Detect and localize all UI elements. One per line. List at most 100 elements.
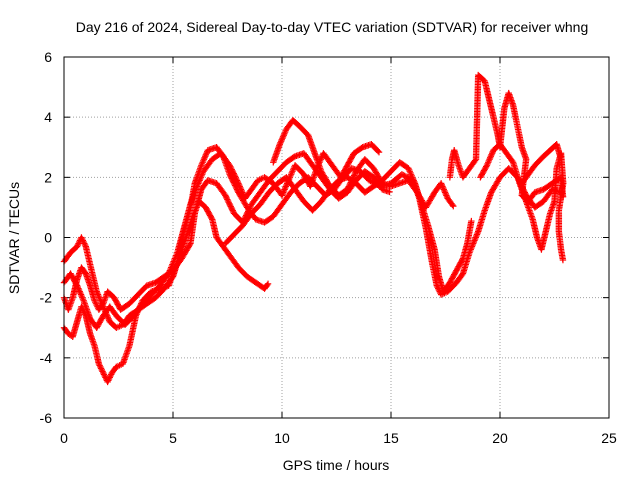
series-track-4 — [60, 141, 383, 331]
data-point-marker — [229, 167, 236, 175]
data-point-marker — [100, 371, 108, 378]
data-point-marker — [472, 234, 479, 241]
data-point-marker — [73, 281, 80, 288]
data-point-marker — [173, 250, 180, 258]
data-point-marker — [488, 150, 496, 157]
data-point-marker — [203, 150, 210, 157]
data-point-marker — [225, 199, 232, 206]
data-point-marker — [227, 173, 235, 181]
data-point-marker — [79, 237, 87, 244]
data-point-marker — [473, 231, 481, 238]
data-point-marker — [278, 192, 286, 199]
data-point-marker — [277, 138, 285, 145]
data-point-marker — [100, 369, 107, 377]
data-point-marker — [78, 292, 85, 300]
data-point-marker — [289, 166, 297, 174]
data-point-marker — [75, 286, 83, 294]
data-point-marker — [485, 159, 492, 166]
y-tick-label: 2 — [44, 169, 52, 185]
data-point-marker — [208, 214, 215, 222]
data-point-marker — [441, 187, 448, 195]
data-point-marker — [239, 190, 247, 198]
data-point-marker — [99, 368, 106, 375]
data-point-marker — [198, 172, 205, 180]
data-point-marker — [468, 243, 476, 250]
data-point-marker — [482, 163, 490, 170]
data-point-marker — [407, 169, 414, 177]
data-point-marker — [438, 181, 445, 189]
data-point-marker — [439, 183, 446, 190]
data-point-marker — [199, 171, 206, 178]
data-point-marker — [228, 204, 235, 212]
data-point-marker — [238, 187, 245, 195]
data-point-marker — [443, 192, 450, 199]
data-point-marker — [81, 240, 88, 247]
data-point-marker — [471, 237, 478, 244]
data-point-marker — [440, 186, 447, 193]
data-point-marker — [345, 183, 352, 190]
data-point-marker — [231, 180, 238, 188]
data-point-marker — [386, 188, 393, 196]
data-point-marker — [234, 178, 241, 186]
data-point-marker — [95, 360, 103, 368]
data-point-marker — [374, 147, 382, 155]
data-point-marker — [104, 378, 111, 386]
data-point-marker — [223, 194, 230, 202]
data-point-marker — [230, 179, 237, 186]
data-point-marker — [222, 193, 230, 200]
data-point-marker — [405, 165, 412, 172]
data-point-marker — [78, 234, 85, 241]
data-point-marker — [92, 298, 99, 306]
data-point-marker — [239, 189, 246, 196]
data-point-marker — [166, 268, 173, 276]
data-point-marker — [409, 175, 417, 183]
data-point-marker — [79, 295, 87, 303]
data-point-marker — [485, 157, 493, 164]
data-point-marker — [487, 153, 495, 160]
data-point-marker — [230, 170, 237, 177]
data-point-marker — [350, 172, 358, 179]
data-point-marker — [233, 177, 241, 184]
data-point-marker — [172, 252, 180, 259]
data-point-marker — [486, 156, 493, 163]
data-point-marker — [232, 174, 239, 181]
data-point-marker — [557, 154, 564, 161]
data-point-marker — [450, 202, 457, 210]
data-point-marker — [470, 238, 478, 246]
data-point-marker — [222, 192, 229, 199]
data-point-marker — [169, 261, 176, 268]
data-point-marker — [228, 206, 236, 213]
data-point-marker — [78, 235, 86, 243]
data-point-marker — [81, 241, 89, 249]
data-point-marker — [346, 182, 353, 189]
data-point-marker — [73, 243, 81, 250]
data-point-marker — [167, 264, 175, 271]
data-point-marker — [193, 183, 201, 190]
data-point-marker — [167, 265, 174, 273]
data-series — [60, 71, 567, 386]
series-track-9 — [518, 141, 564, 187]
y-tick-label: 4 — [44, 109, 52, 125]
data-point-marker — [484, 160, 491, 167]
data-point-marker — [411, 178, 418, 186]
x-tick-label: 20 — [492, 430, 508, 446]
x-tick-label: 10 — [274, 430, 290, 446]
data-point-marker — [283, 181, 290, 189]
data-point-marker — [508, 157, 516, 165]
data-point-marker — [98, 366, 105, 374]
data-point-marker — [459, 256, 466, 264]
data-point-marker — [282, 184, 289, 192]
y-axis-ticks: -6 -4 -2 0 2 4 6 — [40, 49, 609, 426]
data-point-marker — [224, 197, 232, 205]
data-point-marker — [226, 162, 233, 169]
data-point-marker — [80, 238, 87, 246]
data-point-marker — [231, 171, 238, 179]
data-point-marker — [237, 184, 244, 192]
data-point-marker — [172, 253, 179, 261]
data-point-marker — [75, 240, 82, 247]
data-point-marker — [229, 169, 237, 176]
x-tick-label: 0 — [60, 430, 68, 446]
data-point-marker — [483, 162, 491, 169]
x-tick-label: 15 — [383, 430, 399, 446]
